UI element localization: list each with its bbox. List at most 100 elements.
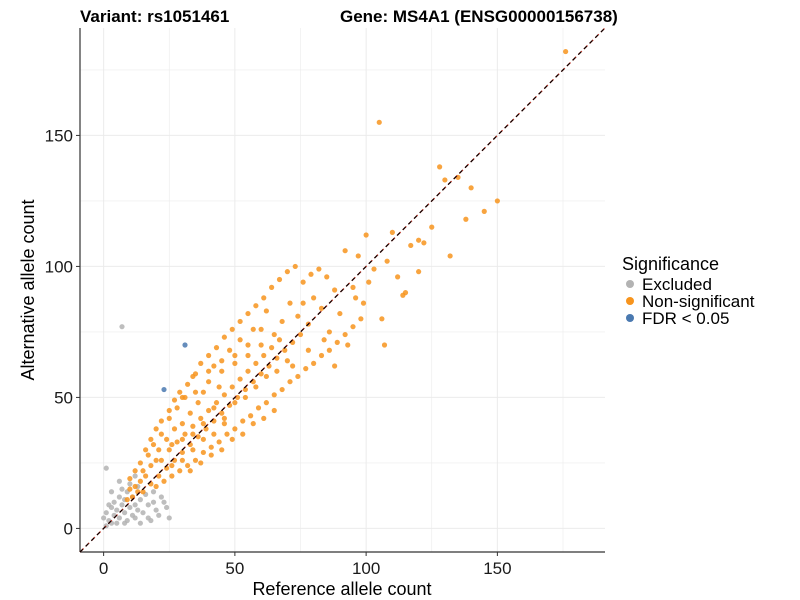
data-point — [324, 274, 330, 280]
data-point — [337, 310, 343, 317]
chart-title-variant: Variant: rs1051461 — [80, 7, 229, 26]
data-point — [137, 520, 143, 526]
data-point — [494, 198, 500, 204]
data-point — [135, 507, 141, 513]
data-point — [276, 276, 283, 283]
data-point — [127, 486, 133, 492]
data-point — [253, 384, 259, 390]
data-point — [140, 489, 146, 495]
data-point — [166, 415, 172, 421]
data-point — [287, 300, 293, 306]
data-point — [261, 352, 267, 359]
data-point — [295, 313, 301, 319]
data-point — [158, 431, 164, 437]
data-point — [198, 415, 204, 421]
data-point — [219, 410, 225, 416]
data-point — [240, 431, 246, 437]
data-point — [221, 392, 227, 398]
data-point — [182, 431, 188, 437]
data-point — [148, 436, 154, 442]
data-point — [166, 407, 172, 414]
data-point — [279, 318, 285, 325]
data-point — [269, 284, 275, 290]
data-point — [153, 507, 159, 513]
data-point — [137, 497, 143, 503]
data-point — [169, 473, 175, 479]
data-point — [114, 507, 120, 513]
data-point — [447, 253, 453, 259]
data-point — [332, 287, 338, 293]
data-point — [395, 274, 401, 280]
data-point — [103, 465, 109, 471]
data-point — [318, 305, 325, 311]
x-tick-label: 50 — [225, 559, 244, 578]
data-point — [208, 452, 214, 458]
data-point — [245, 342, 251, 348]
data-point — [219, 358, 225, 364]
data-point — [240, 418, 246, 424]
data-point — [156, 512, 162, 518]
data-point — [153, 426, 159, 432]
data-point — [376, 119, 382, 125]
data-point — [132, 515, 138, 521]
reference-lines — [79, 27, 606, 553]
data-point — [169, 462, 175, 469]
data-point — [284, 269, 290, 275]
data-point — [179, 457, 185, 463]
data-point — [206, 352, 212, 359]
data-point — [258, 342, 264, 348]
data-point — [216, 384, 222, 390]
data-point — [161, 499, 167, 505]
y-tick-label: 100 — [45, 257, 73, 276]
data-point — [350, 284, 356, 290]
data-point — [190, 447, 196, 453]
data-point — [242, 394, 248, 401]
data-point — [245, 352, 251, 359]
data-point — [132, 502, 138, 508]
data-point — [114, 520, 120, 526]
data-point — [192, 389, 199, 395]
data-point — [127, 476, 133, 482]
data-point — [308, 271, 314, 277]
data-point — [219, 447, 225, 453]
data-point — [150, 499, 157, 505]
data-point — [190, 431, 196, 437]
data-point — [106, 502, 112, 508]
data-point — [253, 303, 259, 309]
data-point — [127, 504, 133, 511]
data-point — [143, 447, 149, 453]
data-point — [127, 481, 133, 487]
data-point — [342, 248, 348, 254]
data-point — [271, 392, 277, 398]
y-tick-label: 50 — [54, 388, 73, 407]
data-point — [468, 185, 474, 191]
data-point — [250, 421, 256, 427]
axes — [79, 28, 605, 553]
data-point — [276, 337, 283, 343]
data-point — [429, 224, 435, 230]
data-point — [158, 494, 164, 500]
data-point — [318, 352, 325, 359]
axis-ticks: 0 50 100 150 0 50 100 150 — [45, 126, 512, 578]
data-point — [248, 413, 254, 419]
data-point — [198, 460, 204, 466]
data-point — [179, 421, 185, 427]
data-point — [206, 407, 212, 414]
data-point — [185, 381, 191, 387]
series-fdr — [161, 342, 188, 393]
data-point — [360, 300, 367, 306]
data-point — [169, 441, 175, 448]
data-point — [300, 300, 306, 306]
data-point — [334, 339, 340, 345]
legend-label-excluded: Excluded — [642, 275, 712, 294]
data-point — [305, 347, 311, 353]
data-point — [303, 366, 309, 372]
data-point — [132, 473, 138, 479]
data-point — [153, 483, 159, 490]
data-point — [174, 405, 180, 411]
data-point — [224, 431, 230, 437]
data-point — [122, 510, 128, 516]
data-point — [174, 439, 180, 445]
data-point — [206, 379, 212, 385]
